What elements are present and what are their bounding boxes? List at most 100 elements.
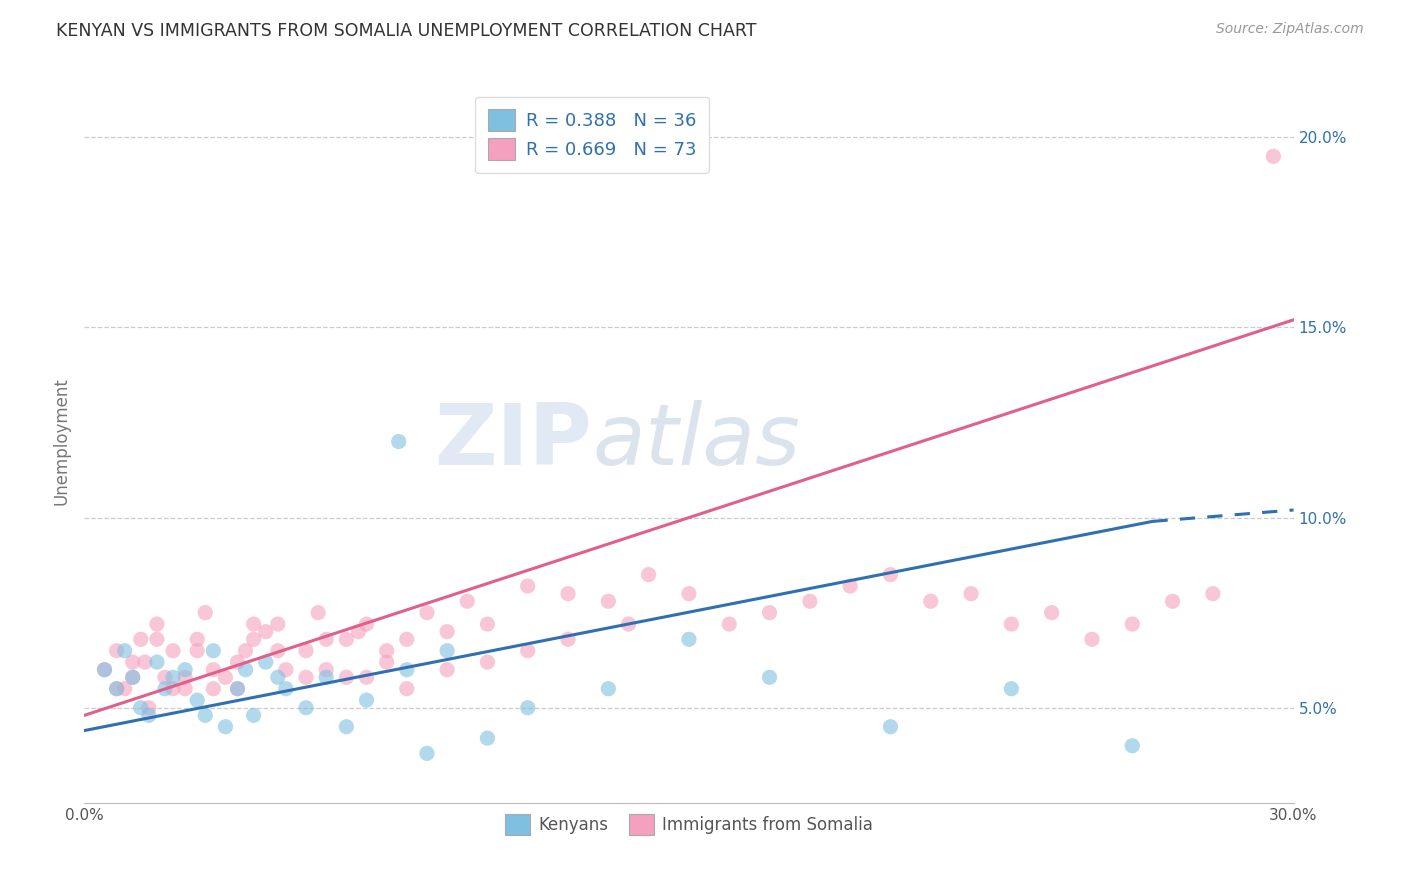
Point	[186, 632, 208, 647]
Point	[235, 643, 257, 657]
Point	[153, 681, 176, 696]
Point	[242, 632, 264, 647]
Point	[162, 681, 184, 696]
Point	[1263, 149, 1285, 163]
Point	[242, 708, 264, 723]
Point	[226, 655, 249, 669]
Point	[153, 670, 176, 684]
Point	[129, 632, 152, 647]
Point	[202, 643, 225, 657]
Point	[920, 594, 942, 608]
Point	[879, 567, 901, 582]
Point	[146, 655, 169, 669]
Point	[105, 681, 128, 696]
Point	[335, 632, 357, 647]
Point	[174, 663, 197, 677]
Point	[456, 594, 478, 608]
Point	[267, 670, 290, 684]
Point	[105, 681, 128, 696]
Point	[162, 643, 184, 657]
Point	[395, 632, 418, 647]
Point	[254, 655, 277, 669]
Point	[134, 655, 156, 669]
Point	[267, 643, 290, 657]
Point	[274, 681, 297, 696]
Point	[186, 643, 208, 657]
Point	[202, 663, 225, 677]
Point	[477, 731, 499, 746]
Point	[93, 663, 115, 677]
Point	[226, 681, 249, 696]
Point	[214, 670, 236, 684]
Point	[477, 655, 499, 669]
Point	[718, 617, 741, 632]
Point	[254, 624, 277, 639]
Point	[214, 720, 236, 734]
Point	[242, 617, 264, 632]
Point	[174, 681, 197, 696]
Point	[335, 720, 357, 734]
Point	[235, 663, 257, 677]
Point	[356, 617, 378, 632]
Point	[347, 624, 370, 639]
Point	[194, 606, 217, 620]
Point	[1000, 681, 1022, 696]
Point	[375, 655, 398, 669]
Text: KENYAN VS IMMIGRANTS FROM SOMALIA UNEMPLOYMENT CORRELATION CHART: KENYAN VS IMMIGRANTS FROM SOMALIA UNEMPL…	[56, 22, 756, 40]
Point	[637, 567, 659, 582]
Point	[1202, 587, 1225, 601]
Point	[315, 663, 337, 677]
Point	[267, 617, 290, 632]
Point	[516, 700, 538, 714]
Point	[758, 606, 780, 620]
Point	[598, 594, 620, 608]
Point	[202, 681, 225, 696]
Y-axis label: Unemployment: Unemployment	[52, 377, 70, 506]
Point	[557, 587, 579, 601]
Point	[1000, 617, 1022, 632]
Point	[295, 700, 318, 714]
Point	[388, 434, 411, 449]
Point	[516, 643, 538, 657]
Point	[416, 747, 439, 761]
Text: Source: ZipAtlas.com: Source: ZipAtlas.com	[1216, 22, 1364, 37]
Point	[416, 606, 439, 620]
Point	[356, 693, 378, 707]
Point	[960, 587, 983, 601]
Point	[162, 670, 184, 684]
Point	[1121, 617, 1143, 632]
Point	[395, 681, 418, 696]
Point	[315, 670, 337, 684]
Point	[758, 670, 780, 684]
Point	[1121, 739, 1143, 753]
Point	[477, 617, 499, 632]
Point	[114, 681, 136, 696]
Point	[138, 708, 160, 723]
Point	[194, 708, 217, 723]
Point	[307, 606, 329, 620]
Point	[678, 632, 700, 647]
Point	[1040, 606, 1063, 620]
Point	[1081, 632, 1104, 647]
Point	[879, 720, 901, 734]
Point	[436, 624, 458, 639]
Text: atlas: atlas	[592, 400, 800, 483]
Point	[335, 670, 357, 684]
Point	[315, 632, 337, 647]
Point	[516, 579, 538, 593]
Point	[138, 700, 160, 714]
Point	[121, 670, 143, 684]
Point	[146, 632, 169, 647]
Point	[598, 681, 620, 696]
Point	[395, 663, 418, 677]
Point	[295, 670, 318, 684]
Point	[114, 643, 136, 657]
Point	[1161, 594, 1184, 608]
Point	[129, 700, 152, 714]
Point	[226, 681, 249, 696]
Point	[678, 587, 700, 601]
Point	[121, 670, 143, 684]
Point	[436, 663, 458, 677]
Point	[799, 594, 821, 608]
Point	[356, 670, 378, 684]
